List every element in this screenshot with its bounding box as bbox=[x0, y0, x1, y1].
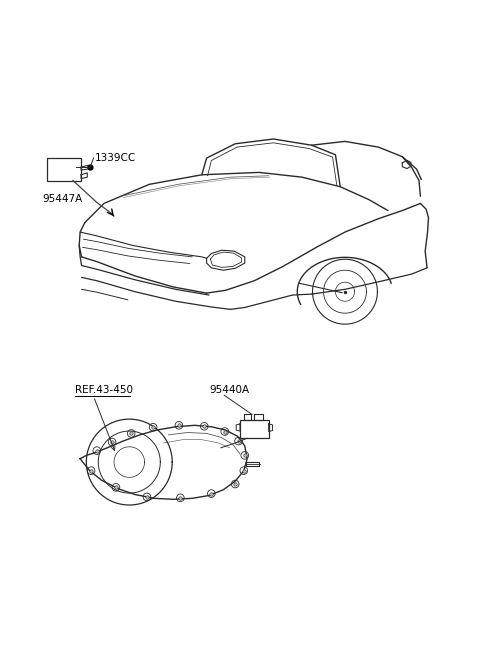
Text: 95447A: 95447A bbox=[42, 194, 82, 204]
Text: 1339CC: 1339CC bbox=[95, 153, 136, 163]
Text: 95440A: 95440A bbox=[209, 385, 249, 395]
Bar bbox=[47, 158, 81, 181]
Bar bbox=[240, 420, 269, 438]
Text: REF.43-450: REF.43-450 bbox=[75, 385, 133, 395]
